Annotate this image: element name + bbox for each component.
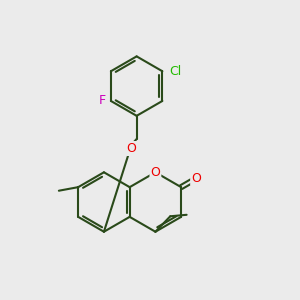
Text: Cl: Cl — [169, 65, 181, 78]
Text: O: O — [126, 142, 136, 155]
Text: O: O — [151, 166, 160, 179]
Text: F: F — [98, 94, 106, 107]
Text: O: O — [191, 172, 201, 185]
